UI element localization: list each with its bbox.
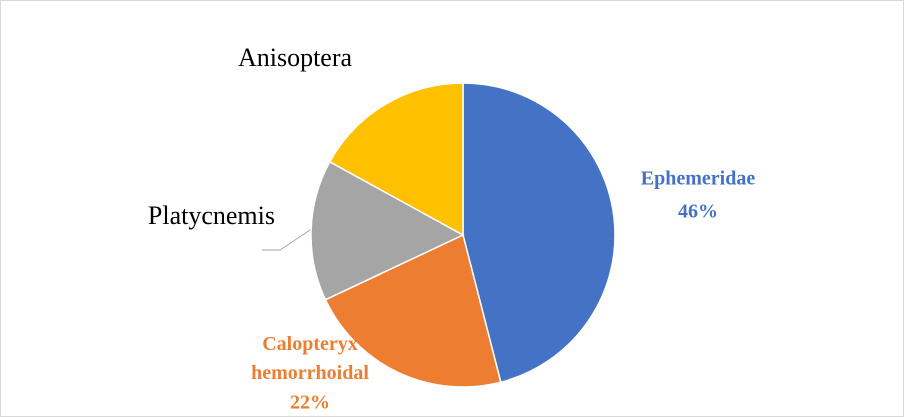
category-label: Calopteryx hemorrhoidal bbox=[251, 333, 369, 384]
pie-slice bbox=[328, 82, 464, 237]
category-label: Anisoptera bbox=[238, 43, 353, 72]
category-label: Ephemeridae bbox=[641, 168, 756, 190]
leader-line bbox=[262, 225, 317, 251]
value-label: 22% bbox=[290, 392, 330, 414]
pie-slice bbox=[324, 233, 502, 388]
category-label: Platycnemis bbox=[148, 201, 275, 230]
value-label: 46% bbox=[678, 201, 718, 223]
pie-slice bbox=[462, 82, 616, 384]
pie-slice bbox=[310, 160, 465, 301]
